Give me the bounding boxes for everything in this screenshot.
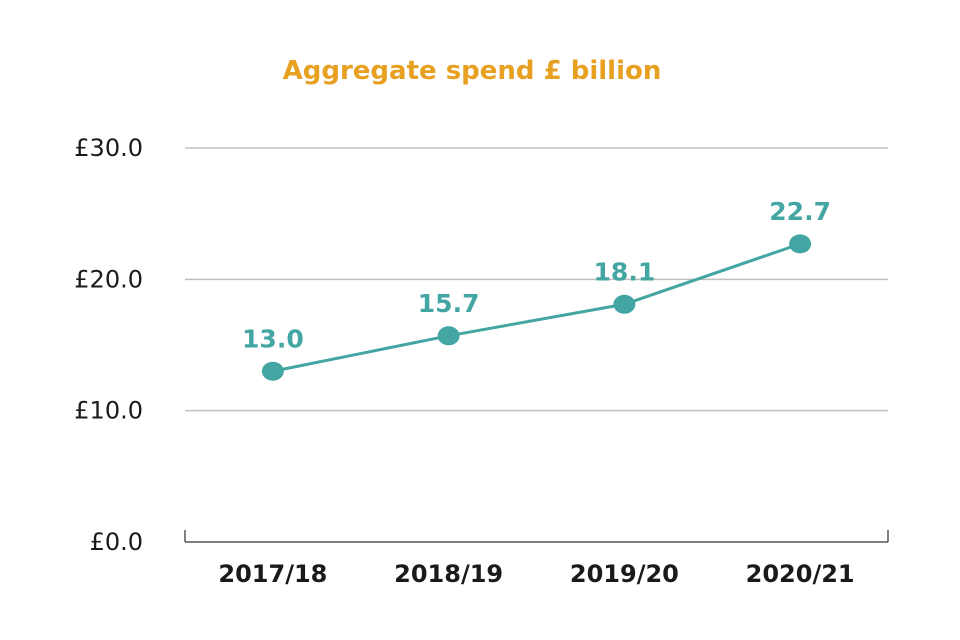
series-aggregate-spend (261, 234, 812, 381)
x-tick-label: 2017/18 (218, 560, 327, 588)
data-labels: 13.0 15.7 18.1 22.7 (242, 197, 831, 353)
gridlines (185, 147, 888, 412)
x-tick-label: 2019/20 (570, 560, 679, 588)
y-axis-tick-labels: £0.0 £10.0 £20.0 £30.0 (74, 134, 143, 556)
x-axis-tick-labels: 2017/18 2018/19 2019/20 2020/21 (218, 560, 854, 588)
chart-title: Aggregate spend £ billion (283, 56, 662, 86)
x-axis (184, 530, 889, 543)
x-tick-label: 2020/21 (746, 560, 855, 588)
data-label: 13.0 (242, 324, 304, 353)
data-point-2019-20 (613, 294, 636, 314)
y-tick-label: £30.0 (74, 134, 143, 162)
x-tick-label: 2018/19 (394, 560, 503, 588)
y-tick-label: £20.0 (74, 265, 143, 293)
data-point-2018-19 (437, 326, 460, 346)
data-label: 22.7 (769, 197, 831, 226)
series-line (272, 242, 801, 373)
data-label: 18.1 (594, 257, 656, 286)
y-tick-label: £10.0 (74, 397, 143, 425)
data-point-2020-21 (789, 234, 812, 254)
data-point-2017-18 (261, 361, 284, 381)
y-tick-label: £0.0 (90, 528, 143, 556)
data-label: 15.7 (418, 289, 480, 318)
